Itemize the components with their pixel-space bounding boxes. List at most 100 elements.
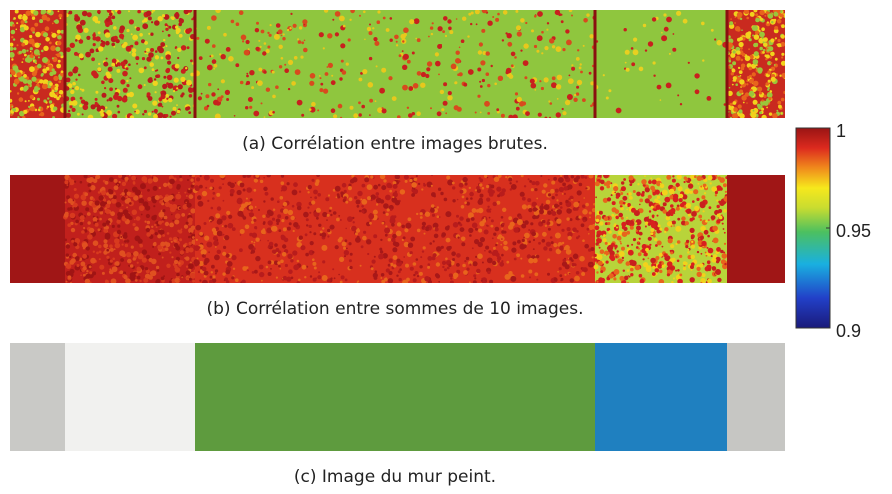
speckle [136,216,141,221]
speckle [544,77,549,82]
speckle [8,99,12,103]
speckle [97,220,99,222]
speckle [533,258,538,263]
speckle [743,102,745,104]
speckle [136,63,138,65]
speckle [367,196,371,200]
speckle [517,240,521,244]
speckle [186,195,188,197]
speckle [142,23,148,29]
speckle [75,220,79,224]
speckle [762,51,765,54]
speckle [578,216,581,219]
speckle [181,213,185,217]
speckle [510,222,515,227]
speckle [215,269,218,272]
speckle [172,220,174,222]
speckle [774,39,776,41]
speckle [533,207,538,212]
speckle [144,41,148,45]
speckle [753,43,757,47]
speckle [186,222,189,225]
speckle [716,185,722,191]
speckle [767,92,773,98]
speckle [191,173,195,177]
speckle [165,23,168,26]
speckle [633,238,636,241]
speckle [9,74,12,77]
speckle [759,111,762,114]
speckle [187,46,190,49]
speckle [429,228,432,231]
speckle [420,256,422,258]
speckle [659,270,662,273]
speckle [294,56,298,60]
speckle [536,279,538,281]
speckle [298,40,302,44]
speckle [133,257,136,260]
speckle [279,45,283,49]
speckle [93,43,96,46]
speckle [268,246,270,248]
speckle [320,231,323,234]
speckle [242,40,244,42]
speckle [374,276,378,280]
speckle [392,96,397,101]
speckle [733,50,736,53]
speckle [752,72,756,76]
speckle [377,199,379,201]
speckle [667,273,670,276]
speckle [118,111,121,114]
speckle [615,256,617,258]
speckle [482,281,486,285]
speckle [98,191,101,194]
speckle [117,216,121,220]
speckle [497,236,500,239]
speckle [484,217,486,219]
speckle [251,86,254,89]
speckle [763,95,766,98]
speckle [399,278,402,281]
speckle [442,261,446,265]
speckle [677,240,681,244]
speckle [781,112,783,114]
panel-segment [727,175,785,283]
speckle [180,94,183,97]
speckle [400,189,404,193]
speckle [430,26,433,29]
speckle [17,92,19,94]
speckle [179,18,184,23]
speckle [628,192,632,196]
speckle [691,211,697,217]
speckle [75,67,78,70]
speckle [661,35,667,41]
speckle [600,270,603,273]
speckle [479,42,483,46]
speckle [154,109,158,113]
speckle [277,214,281,218]
speckle [30,106,35,111]
speckle [123,88,128,93]
speckle [606,181,611,186]
speckle [677,269,680,272]
speckle [715,194,717,196]
speckle [372,27,374,29]
speckle [705,252,707,254]
speckle [482,8,488,14]
speckle [95,36,100,41]
speckle [263,187,267,191]
speckle [209,187,211,189]
speckle [320,83,323,86]
speckle [629,196,633,200]
speckle [382,222,385,225]
speckle [80,274,82,276]
speckle [318,271,320,273]
speckle [147,197,151,201]
speckle [196,239,198,241]
speckle [279,65,282,68]
panel-segment [195,10,595,118]
speckle [421,188,423,190]
speckle [312,262,316,266]
speckle [167,75,173,81]
speckle [236,22,240,26]
